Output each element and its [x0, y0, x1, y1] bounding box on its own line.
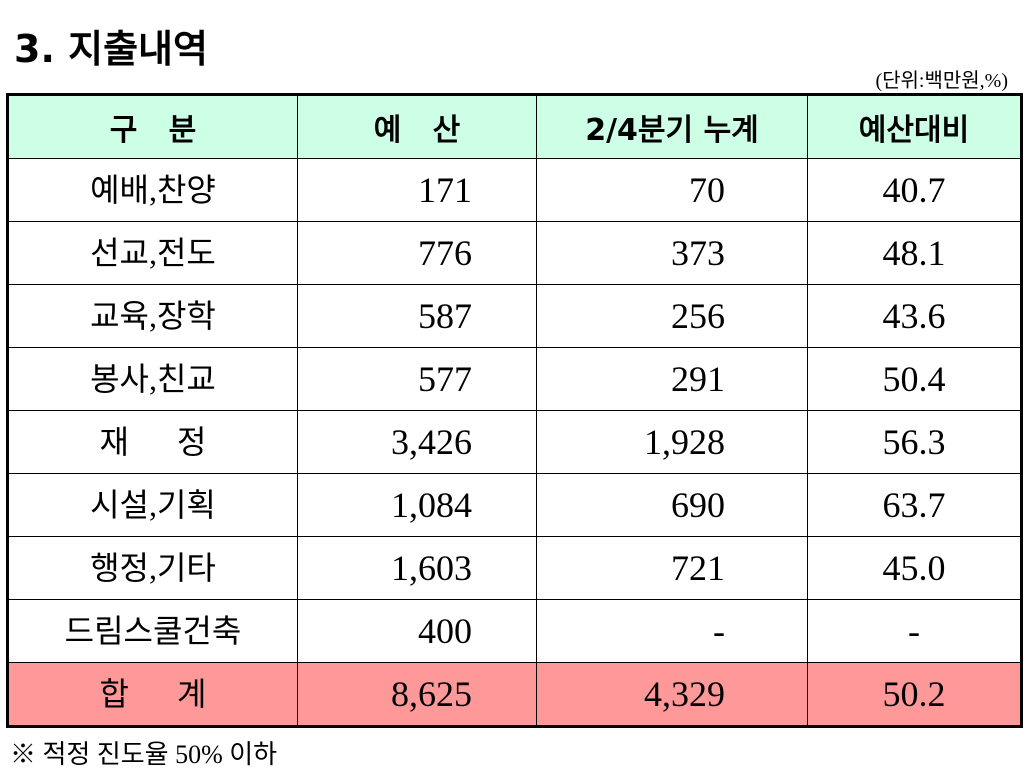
table-cell: 구 분 [7, 94, 298, 159]
table-row: 봉사,친교 577 291 50.4 [7, 347, 1022, 411]
table-cell: 8,625 [297, 662, 537, 727]
table-cell: 시설,기획 [7, 473, 298, 537]
table-row: 행정,기타 1,603 721 45.0 [7, 536, 1022, 600]
table-cell: - [536, 599, 808, 663]
table-cell: 1,603 [297, 536, 537, 600]
table-cell: 50.2 [807, 662, 1022, 727]
table-cell: 2/4분기 누계 [536, 94, 808, 159]
table-row: 예배,찬양 171 70 40.7 [7, 158, 1022, 222]
table-cell: 291 [536, 347, 808, 411]
table-cell: 48.1 [807, 221, 1022, 285]
table-cell: 교육,장학 [7, 284, 298, 348]
table-cell: 봉사,친교 [7, 347, 298, 411]
table-cell: 171 [297, 158, 537, 222]
table-cell: 50.4 [807, 347, 1022, 411]
table-cell: 드림스쿨건축 [7, 599, 298, 663]
table-cell: 577 [297, 347, 537, 411]
table-cell: 721 [536, 536, 808, 600]
table-cell: 1,084 [297, 473, 537, 537]
table-cell: 합 계 [7, 662, 298, 727]
table-cell: 3,426 [297, 410, 537, 474]
table-cell: 373 [536, 221, 808, 285]
table-cell: 예 산 [297, 94, 537, 159]
table-cell: 선교,전도 [7, 221, 298, 285]
table-cell: 행정,기타 [7, 536, 298, 600]
title: 3. 지출내역 [14, 27, 208, 71]
table-row: 선교,전도 776 373 48.1 [7, 221, 1022, 285]
table-cell: 40.7 [807, 158, 1022, 222]
table-row: 합 계 8,625 4,329 50.2 [7, 662, 1022, 727]
table-cell: 1,928 [536, 410, 808, 474]
table-row: 교육,장학 587 256 43.6 [7, 284, 1022, 348]
table-cell: - [807, 599, 1022, 663]
note: ※ 적정 진도율 50% 이하 [10, 740, 278, 769]
table-cell: 예산대비 [807, 94, 1022, 159]
table-cell: 587 [297, 284, 537, 348]
table-cell: 690 [536, 473, 808, 537]
table-row: 재 정 3,426 1,928 56.3 [7, 410, 1022, 474]
table-cell: 재 정 [7, 410, 298, 474]
unit: (단위:백만원,%) [875, 70, 1008, 92]
table-cell: 45.0 [807, 536, 1022, 600]
table-cell: 예배,찬양 [7, 158, 298, 222]
table-cell: 56.3 [807, 410, 1022, 474]
table-row: 시설,기획 1,084 690 63.7 [7, 473, 1022, 537]
table-cell: 4,329 [536, 662, 808, 727]
table-cell: 400 [297, 599, 537, 663]
table-cell: 43.6 [807, 284, 1022, 348]
table-cell: 776 [297, 221, 537, 285]
table-cell: 70 [536, 158, 808, 222]
table-cell: 256 [536, 284, 808, 348]
table-row: 드림스쿨건축 400- - [7, 599, 1022, 663]
table-cell: 63.7 [807, 473, 1022, 537]
